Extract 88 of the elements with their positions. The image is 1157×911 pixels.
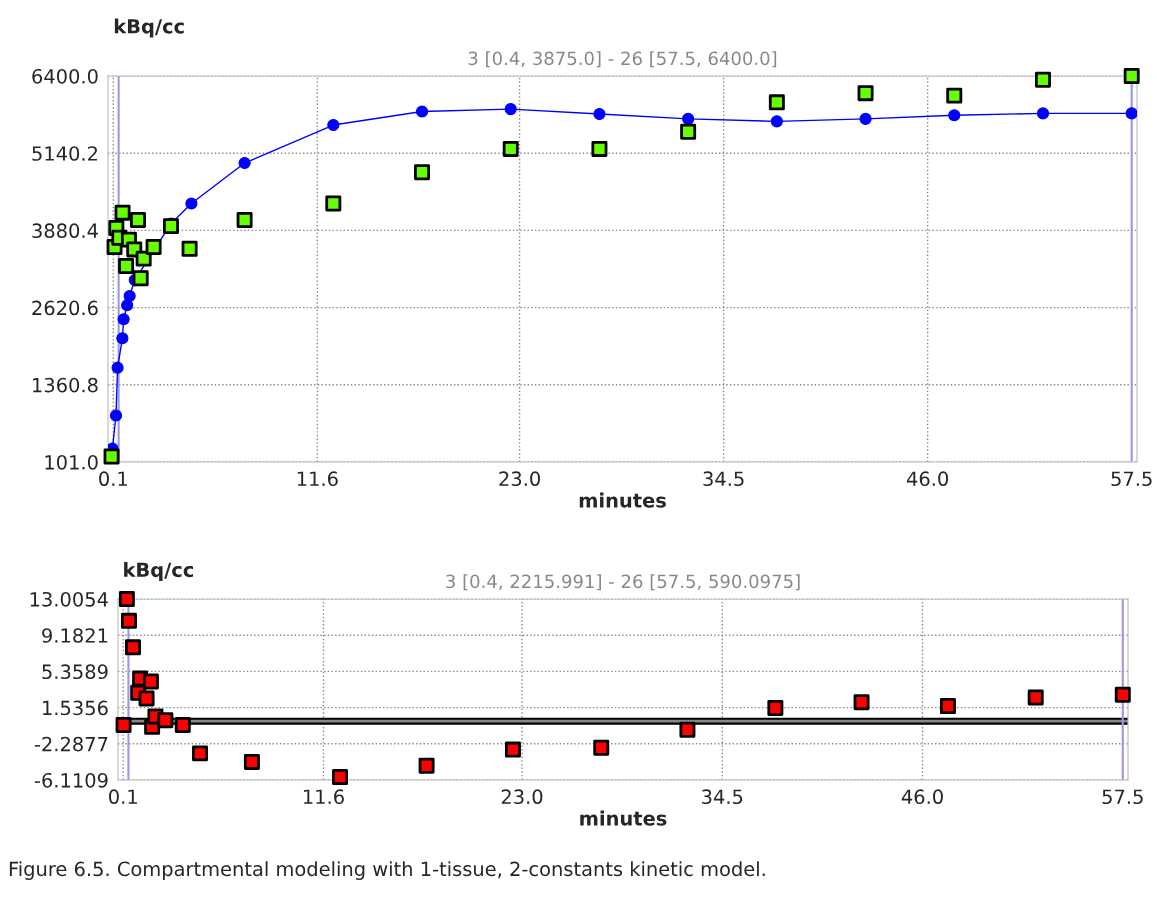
- chart-subtitle: 3 [0.4, 2215.991] - 26 [57.5, 590.0975]: [446, 574, 800, 591]
- point: [114, 204, 131, 221]
- y-tick-label: -2.2877: [34, 736, 108, 752]
- point: [591, 140, 608, 157]
- y-tick-label: 9.1821: [42, 628, 108, 643]
- y-axis-title: kBq/cc: [124, 562, 194, 581]
- x-tick-label: 0.1: [109, 789, 137, 805]
- x-tick-label: 34.5: [703, 471, 744, 487]
- point: [118, 591, 135, 608]
- y-tick-label: 2620.6: [32, 300, 98, 316]
- chart-subtitle: 3 [0.4, 3875.0] - 26 [57.5, 6400.0]: [468, 51, 777, 68]
- x-tick-label: 46.0: [906, 471, 949, 487]
- x-tick-label: 11.6: [297, 471, 338, 487]
- y-tick-label: 5.3589: [42, 664, 108, 680]
- x-tick-label: 23.0: [499, 471, 540, 487]
- y-tick-label: 6400.0: [32, 68, 98, 84]
- point: [1027, 689, 1044, 706]
- point: [236, 212, 253, 228]
- point: [859, 112, 872, 125]
- y-tick-label: 3880.4: [32, 223, 98, 239]
- point: [115, 717, 132, 733]
- point: [157, 712, 174, 729]
- point: [243, 753, 260, 770]
- point: [680, 123, 697, 140]
- point: [103, 448, 120, 465]
- point: [174, 717, 191, 733]
- point: [325, 195, 342, 212]
- point: [418, 757, 435, 774]
- point: [163, 218, 179, 235]
- point: [1114, 686, 1131, 703]
- point: [853, 694, 870, 711]
- x-tick-label: 46.0: [901, 789, 943, 805]
- point: [238, 156, 251, 170]
- caption: Figure 6.5. Compartmental modeling with 1-tissue, 2-constants kinetic model.: [9, 861, 765, 880]
- point: [117, 313, 130, 326]
- x-axis-title: minutes: [580, 810, 667, 826]
- point: [125, 639, 141, 656]
- point: [939, 698, 956, 715]
- x-axis-title: minutes: [579, 492, 666, 508]
- point: [679, 721, 696, 738]
- point: [135, 250, 152, 267]
- x-tick-label: 0.1: [99, 471, 127, 487]
- point: [192, 745, 208, 762]
- y-tick-label: 1360.8: [33, 377, 98, 393]
- x-tick-label: 34.5: [702, 789, 743, 805]
- x-tick-label: 23.0: [501, 789, 543, 805]
- point: [415, 105, 429, 118]
- point: [132, 270, 149, 287]
- x-tick-label: 11.6: [303, 789, 344, 805]
- point: [946, 87, 963, 104]
- point: [593, 107, 606, 121]
- point: [1125, 107, 1137, 120]
- point: [414, 164, 430, 181]
- point: [593, 739, 610, 756]
- point: [111, 361, 124, 374]
- point: [504, 103, 517, 116]
- point: [185, 197, 198, 210]
- point: [1034, 71, 1051, 88]
- y-tick-label: 101.0: [45, 454, 98, 470]
- point: [130, 212, 146, 228]
- point: [123, 289, 136, 303]
- x-tick-label: 57.5: [1111, 471, 1152, 487]
- y-tick-label: 13.0054: [30, 591, 108, 607]
- point: [1123, 68, 1140, 84]
- point: [1036, 107, 1050, 120]
- point: [770, 115, 783, 128]
- point: [120, 612, 137, 629]
- point: [181, 240, 198, 257]
- point: [682, 112, 695, 125]
- point: [145, 238, 162, 255]
- point: [109, 409, 123, 422]
- point: [948, 109, 961, 122]
- point: [327, 118, 340, 132]
- point: [142, 673, 159, 690]
- y-axis-title: kBq/cc: [114, 18, 184, 38]
- y-tick-label: 5140.2: [32, 146, 98, 161]
- point: [857, 85, 874, 102]
- point: [332, 769, 348, 786]
- point: [116, 332, 129, 345]
- y-tick-label: 1.5356: [43, 700, 108, 716]
- y-tick-label: -6.1109: [34, 772, 108, 788]
- point: [768, 94, 785, 111]
- x-tick-label: 57.5: [1102, 789, 1143, 805]
- point: [138, 690, 155, 707]
- point: [502, 140, 519, 157]
- point: [118, 257, 135, 274]
- point: [504, 741, 521, 758]
- point: [767, 699, 784, 716]
